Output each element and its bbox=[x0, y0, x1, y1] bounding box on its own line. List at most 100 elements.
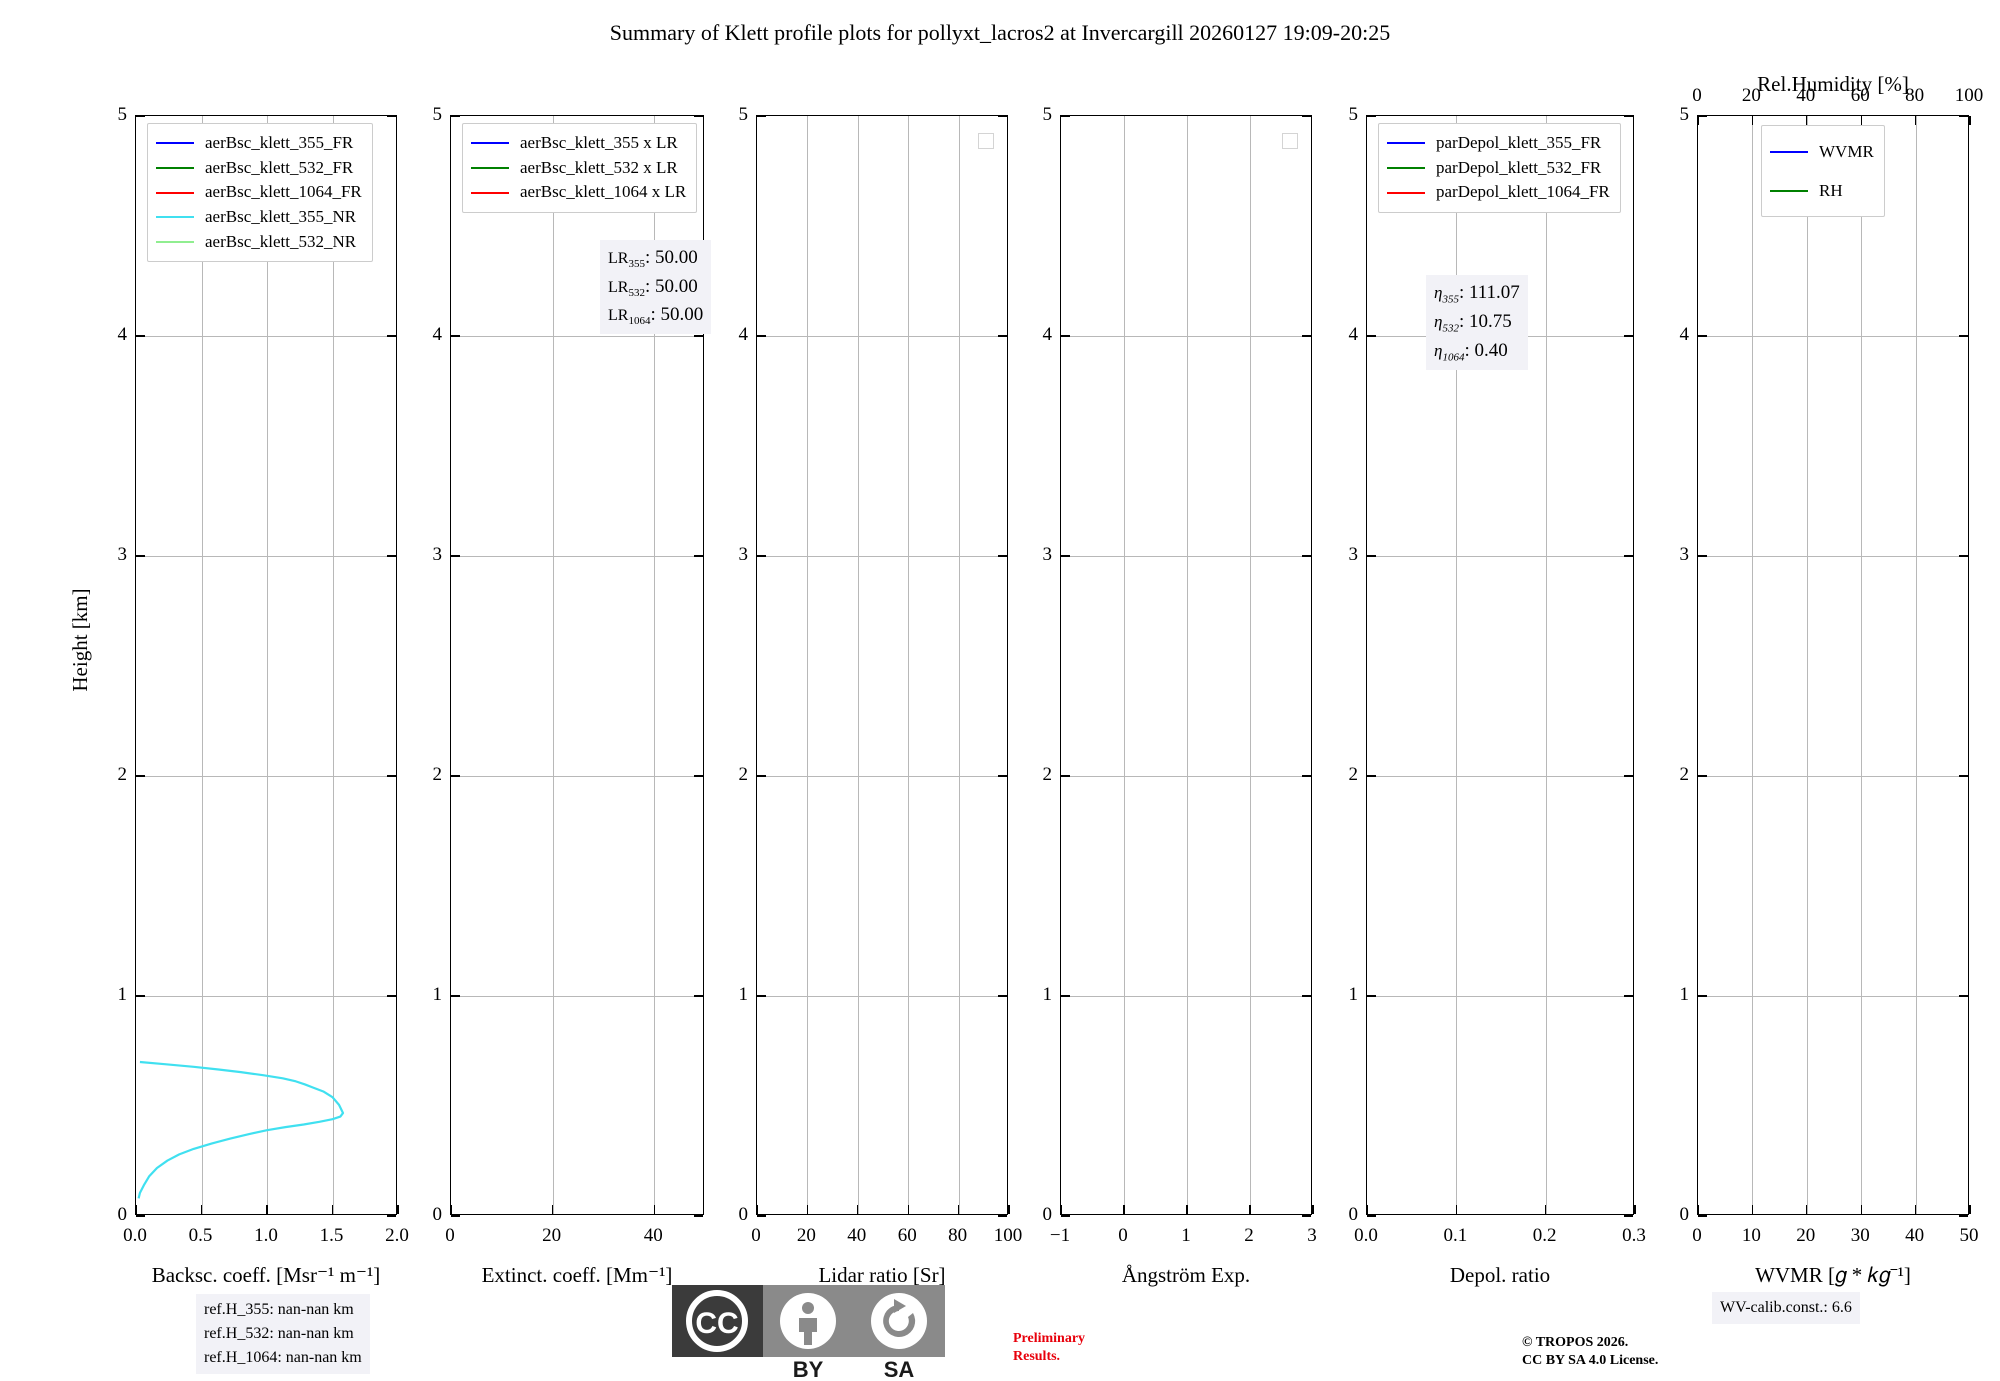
x-tick-label: 2 bbox=[1244, 1225, 1254, 1246]
y-tick-mark bbox=[694, 995, 703, 997]
legend-item[interactable]: aerBsc_klett_1064_FR bbox=[156, 180, 362, 205]
eta-1064-row: η1064: 0.40 bbox=[1434, 337, 1520, 366]
plot-panel-lidar-ratio bbox=[756, 115, 1010, 1217]
y-tick-mark bbox=[1061, 335, 1070, 337]
gridline-vertical bbox=[1124, 116, 1125, 1214]
legend-backscatter[interactable]: aerBsc_klett_355_FR aerBsc_klett_532_FR ae… bbox=[147, 123, 373, 263]
y-tick-mark bbox=[757, 555, 766, 557]
y-tick-mark bbox=[757, 1215, 766, 1217]
y-tick-label: 1 bbox=[738, 984, 749, 1005]
legend-item[interactable]: aerBsc_klett_1064 x LR bbox=[471, 180, 686, 205]
legend-item[interactable]: parDepol_klett_532_FR bbox=[1387, 156, 1610, 181]
gridline-horizontal bbox=[757, 776, 1007, 777]
y-tick-label: 4 bbox=[1348, 324, 1359, 345]
x-tick-mark bbox=[957, 1205, 960, 1214]
legend-item[interactable]: aerBsc_klett_532 x LR bbox=[471, 156, 686, 181]
y-tick-mark bbox=[757, 335, 766, 337]
gridline-horizontal bbox=[136, 776, 396, 777]
x-tick-mark bbox=[1366, 1205, 1368, 1214]
x-tick-mark bbox=[1914, 1205, 1917, 1214]
y-tick-mark bbox=[694, 555, 703, 557]
y-tick-mark bbox=[998, 1215, 1007, 1217]
preliminary-line-2: Results. bbox=[1013, 1348, 1061, 1364]
gridline-horizontal bbox=[757, 336, 1007, 337]
x-tick-label: 1.0 bbox=[254, 1225, 278, 1246]
lidar-ratio-values-box: LR355: 50.00 LR532: 50.00 LR1064: 50.00 bbox=[600, 240, 712, 335]
eta-355-value: : 111.07 bbox=[1458, 282, 1520, 303]
y-tick-mark bbox=[1302, 555, 1311, 557]
x-tick-mark bbox=[397, 1205, 399, 1214]
y-tick-mark bbox=[451, 995, 460, 997]
x-tick-label-top: 60 bbox=[1850, 85, 1870, 106]
data-line-aerBsc_klett_355_NR bbox=[137, 1060, 345, 1199]
legend-wvmr[interactable]: WVMR RH bbox=[1761, 125, 1885, 218]
gridline-horizontal bbox=[1061, 996, 1311, 997]
x-tick-mark bbox=[551, 1205, 554, 1214]
legend-color-swatch bbox=[156, 166, 194, 169]
y-tick-mark bbox=[1367, 335, 1376, 337]
legend-item[interactable]: aerBsc_klett_532_NR bbox=[156, 230, 362, 255]
y-tick-label: 4 bbox=[1042, 324, 1053, 345]
legend-label: aerBsc_klett_1064 x LR bbox=[520, 182, 687, 202]
lr-355-value: : 50.00 bbox=[644, 247, 698, 268]
gridline-vertical bbox=[332, 116, 334, 1214]
x-tick-label: 0.0 bbox=[1354, 1225, 1378, 1246]
y-tick-mark bbox=[136, 335, 145, 337]
x-axis-title-wvmr: WVMR [𝑔 * 𝑘𝑔⁻¹] bbox=[1755, 1263, 1911, 1287]
legend-item[interactable]: parDepol_klett_1064_FR bbox=[1387, 180, 1610, 205]
page-title: Summary of Klett profile plots for polly… bbox=[609, 20, 1391, 45]
x-tick-mark-top bbox=[1969, 116, 1971, 125]
x-tick-mark bbox=[450, 1205, 452, 1214]
y-tick-mark bbox=[998, 775, 1007, 777]
legend-item[interactable]: parDepol_klett_355_FR bbox=[1387, 131, 1610, 156]
legend-item[interactable]: aerBsc_klett_355 x LR bbox=[471, 131, 686, 156]
y-tick-mark bbox=[1302, 775, 1311, 777]
y-tick-label: 2 bbox=[738, 764, 749, 785]
legend-extinction[interactable]: aerBsc_klett_355 x LR aerBsc_klett_532 x … bbox=[462, 123, 698, 213]
y-tick-label: 5 bbox=[117, 104, 128, 125]
x-tick-mark bbox=[266, 1205, 268, 1214]
y-tick-label: 1 bbox=[1042, 984, 1053, 1005]
y-tick-mark bbox=[387, 995, 396, 997]
y-tick-label: 1 bbox=[1348, 984, 1359, 1005]
legend-item[interactable]: aerBsc_klett_532_FR bbox=[156, 156, 362, 181]
gridline-horizontal bbox=[1367, 996, 1633, 997]
copyright-line-1: © TROPOS 2026. bbox=[1522, 1335, 1629, 1350]
legend-item[interactable]: aerBsc_klett_355_NR bbox=[156, 205, 362, 230]
legend-label: aerBsc_klett_532_NR bbox=[205, 231, 357, 251]
x-tick-mark bbox=[135, 1205, 137, 1214]
x-tick-mark bbox=[907, 1205, 909, 1214]
y-tick-mark bbox=[1367, 115, 1376, 117]
gridline-vertical bbox=[1187, 116, 1188, 1214]
y-tick-mark bbox=[1061, 555, 1070, 557]
y-tick-mark bbox=[136, 555, 145, 557]
gridline-vertical bbox=[1915, 116, 1917, 1214]
y-tick-mark bbox=[1367, 1215, 1376, 1217]
x-tick-mark-top bbox=[1697, 116, 1699, 125]
x-tick-label: 20 bbox=[1796, 1225, 1816, 1246]
legend-item[interactable]: WVMR bbox=[1770, 132, 1874, 171]
y-tick-mark bbox=[136, 775, 145, 777]
x-tick-mark bbox=[653, 1205, 655, 1214]
plot-area-extinction bbox=[451, 116, 703, 1214]
y-tick-mark bbox=[1061, 1215, 1070, 1217]
legend-label: parDepol_klett_1064_FR bbox=[1436, 182, 1610, 202]
y-tick-mark bbox=[387, 1215, 396, 1217]
y-tick-label: 5 bbox=[738, 104, 749, 125]
empty-legend-lidar-ratio[interactable] bbox=[978, 133, 994, 149]
empty-legend-angstrom[interactable] bbox=[1282, 133, 1298, 149]
y-tick-mark bbox=[1959, 775, 1968, 777]
y-tick-label: 2 bbox=[432, 764, 443, 785]
x-tick-label: 0 bbox=[751, 1225, 761, 1246]
x-tick-label: 0.1 bbox=[1443, 1225, 1468, 1246]
eta-532-value: : 10.75 bbox=[1458, 310, 1512, 332]
y-tick-label: 2 bbox=[1679, 764, 1690, 785]
legend-item[interactable]: aerBsc_klett_355_FR bbox=[156, 131, 362, 156]
ref-h-355: ref.H_355: nan-nan km bbox=[204, 1301, 354, 1318]
y-axis-title: Height [km] bbox=[68, 588, 92, 692]
legend-depol-ratio[interactable]: parDepol_klett_355_FR parDepol_klett_532_… bbox=[1378, 123, 1621, 213]
x-tick-label: 0 bbox=[1692, 1225, 1702, 1246]
plot-area-angstrom bbox=[1061, 116, 1311, 1214]
legend-color-swatch bbox=[156, 216, 194, 219]
legend-item[interactable]: RH bbox=[1770, 171, 1874, 210]
